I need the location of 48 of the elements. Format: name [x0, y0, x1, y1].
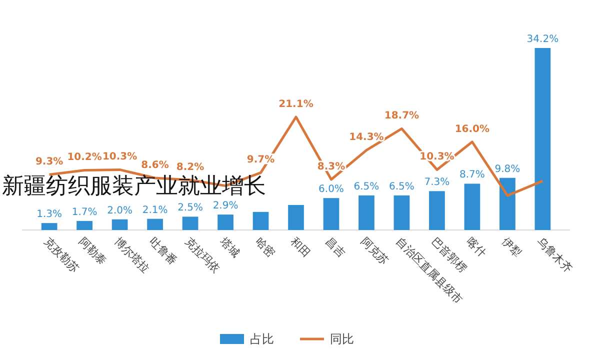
data-label: 1.7% [72, 206, 98, 218]
data-label: 8.7% [460, 170, 485, 181]
x-tick-label: 伊犁 [499, 234, 524, 260]
bar [182, 216, 198, 230]
x-tick-label: 昌吉 [323, 234, 348, 260]
data-label: 16.0% [454, 124, 490, 135]
bar [76, 220, 92, 230]
data-label: 8.6% [141, 160, 169, 172]
x-tick-label: 阿克苏 [358, 234, 391, 268]
x-tick-label: 乌鲁木齐 [534, 234, 575, 276]
bar [464, 184, 480, 230]
data-label: 2.0% [107, 205, 132, 216]
data-label: 14.3% [349, 132, 384, 144]
bar [112, 219, 128, 230]
data-label: 2.9% [212, 200, 238, 212]
bar [147, 218, 163, 230]
data-label: 10.2% [67, 152, 102, 164]
bar [500, 178, 516, 230]
data-label: 9.8% [494, 164, 520, 175]
data-label: 2.1% [142, 204, 168, 216]
data-label: 21.1% [278, 99, 314, 110]
data-label: 6.5% [354, 181, 380, 192]
legend-label: 占比 [250, 332, 274, 346]
legend-label: 同比 [330, 332, 354, 346]
bar [323, 198, 340, 230]
bar [41, 223, 58, 230]
data-label: 2.5% [178, 202, 203, 214]
data-label: 34.2% [526, 34, 559, 45]
x-tick-label: 喀什 [464, 234, 489, 260]
data-label: 1.3% [36, 209, 62, 220]
bar [429, 191, 445, 230]
bar [252, 212, 269, 230]
bar [218, 214, 234, 230]
bar [288, 204, 304, 230]
data-label: 8.2% [176, 162, 204, 173]
data-label: 18.7% [384, 110, 420, 122]
x-tick-label: 哈密 [252, 234, 278, 260]
data-label: 10.3% [102, 152, 138, 163]
bar [358, 195, 374, 230]
data-label: 6.5% [389, 181, 414, 192]
data-label: 6.0% [318, 184, 344, 196]
bar [394, 195, 410, 230]
x-tick-label: 塔城 [216, 234, 242, 260]
data-label: 9.3% [35, 156, 64, 168]
x-tick-label: 和田 [288, 234, 313, 260]
bar [534, 48, 551, 230]
data-label: 7.3% [424, 177, 450, 188]
x-tick-label: 吐鲁番 [146, 234, 180, 268]
